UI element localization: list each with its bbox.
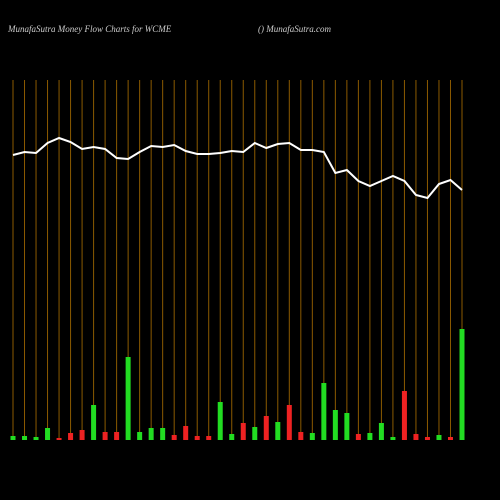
bar xyxy=(344,413,350,440)
bar xyxy=(56,438,62,440)
bar xyxy=(91,405,97,440)
bar xyxy=(217,402,223,440)
bar xyxy=(45,428,51,440)
bar xyxy=(286,405,292,440)
line xyxy=(12,136,463,200)
bar xyxy=(263,416,269,440)
bar xyxy=(459,329,465,440)
bar xyxy=(378,423,384,440)
bar xyxy=(298,432,304,440)
bar xyxy=(401,391,407,440)
bar xyxy=(183,426,189,440)
bar xyxy=(194,436,200,440)
bar xyxy=(332,410,338,440)
chart-title: MunafaSutra Money Flow Charts for WCME xyxy=(7,24,172,34)
bar xyxy=(413,434,419,440)
bar xyxy=(355,434,361,440)
bar xyxy=(275,422,281,440)
bar xyxy=(424,437,430,440)
bar xyxy=(171,435,177,440)
bar xyxy=(160,428,166,440)
bar xyxy=(22,436,28,440)
bar xyxy=(309,433,315,440)
bar xyxy=(125,357,131,440)
bar xyxy=(390,437,396,440)
bar xyxy=(68,433,74,440)
bar xyxy=(240,423,246,440)
bar xyxy=(137,432,143,440)
bar xyxy=(252,427,258,440)
bar xyxy=(148,428,154,440)
bar xyxy=(321,383,327,440)
chart-subtitle: () MunafaSutra.com xyxy=(258,24,331,34)
bar xyxy=(102,432,108,440)
bar xyxy=(229,434,235,440)
bar xyxy=(447,437,453,440)
bar xyxy=(10,436,16,440)
bar xyxy=(33,437,39,440)
bar xyxy=(367,433,373,440)
bar xyxy=(79,430,85,440)
bar xyxy=(206,436,212,440)
bar xyxy=(114,432,120,440)
bar xyxy=(436,435,442,440)
